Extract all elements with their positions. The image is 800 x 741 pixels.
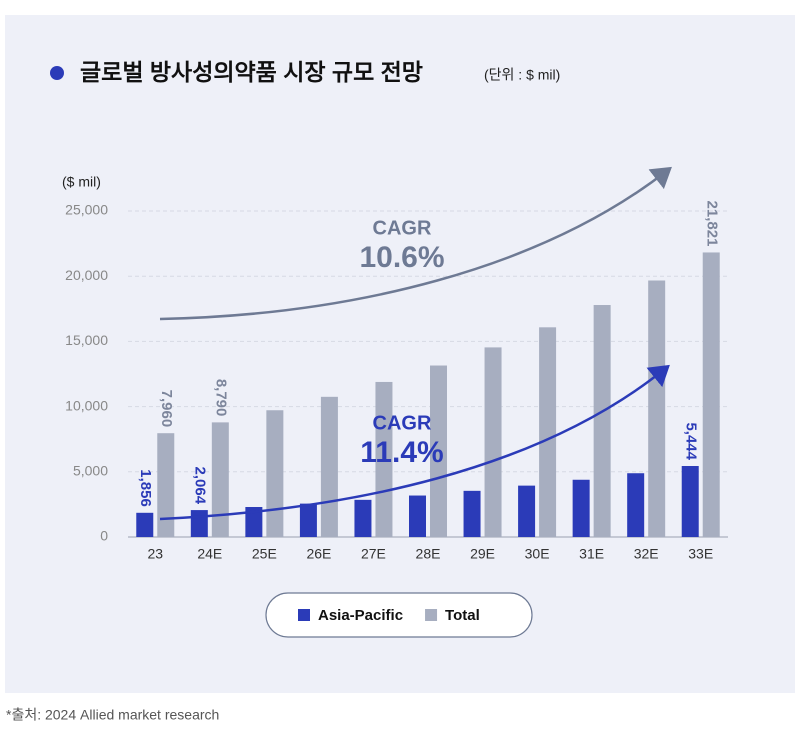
title-bullet: [50, 66, 64, 80]
y-tick-label: 15,000: [65, 332, 108, 348]
bar: [681, 466, 699, 537]
value-label: 21,821: [703, 201, 720, 247]
legend-swatch: [425, 609, 438, 621]
legend-items: Asia-Pacific Total: [298, 607, 480, 624]
bar: [518, 485, 536, 537]
y-tick-label: 25,000: [65, 202, 108, 218]
bar: [375, 381, 393, 537]
bar: [484, 347, 502, 537]
bar: [463, 490, 481, 537]
bar: [266, 410, 284, 537]
y-tick-label: 0: [100, 528, 108, 544]
panel: [5, 15, 795, 693]
legend-label: Total: [445, 607, 480, 624]
x-tick-label: 29E: [470, 546, 495, 562]
source-note: *출처: 2024 Allied market research: [6, 707, 219, 723]
bar: [572, 479, 590, 537]
legend: [265, 592, 533, 638]
bar: [702, 252, 720, 537]
value-label: 7,960: [158, 390, 175, 428]
x-tick-label: 28E: [416, 546, 441, 562]
value-label: 8,790: [212, 379, 229, 417]
bar: [430, 365, 447, 537]
bar: [648, 280, 666, 537]
x-tick-label: 27E: [361, 546, 386, 562]
trend-arrow: [159, 166, 672, 321]
x-tick-label: 31E: [579, 546, 604, 562]
x-tick-label: 24E: [197, 546, 222, 562]
x-tick-label: 26E: [306, 546, 331, 562]
chart-title: 글로벌 방사성의약품 시장 규모 전망: [80, 59, 423, 85]
annotation-label: CAGR: [373, 217, 432, 239]
bar: [409, 495, 426, 537]
y-axis-label: ($ mil): [62, 174, 101, 190]
value-label: 2,064: [191, 467, 208, 505]
bar: [136, 512, 154, 537]
x-tick-label: 33E: [688, 546, 713, 562]
plot: 0 5,000 10,000 15,000 20,000 25,000 23 1,856 7,9…: [65, 201, 728, 562]
bar: [157, 433, 175, 537]
bar: [211, 422, 229, 537]
trend-arrow: [159, 364, 670, 521]
x-tick-label: 25E: [252, 546, 277, 562]
annotation-value: 10.6%: [359, 241, 444, 274]
y-tick-label: 5,000: [73, 463, 108, 479]
value-label: 1,856: [137, 469, 154, 507]
bar: [593, 305, 611, 537]
annotation-label: CAGR: [373, 412, 432, 434]
x-tick-label: 30E: [525, 546, 550, 562]
bar: [539, 327, 557, 537]
value-label: 5,444: [682, 422, 699, 460]
bar: [354, 499, 372, 537]
bar: [245, 507, 263, 537]
bar: [190, 510, 208, 537]
chart-subtitle: (단위 : $ mil): [484, 67, 560, 83]
annotation-value: 11.4%: [360, 436, 443, 469]
legend-swatch: [298, 609, 310, 621]
bar: [627, 473, 645, 537]
x-tick-label: 32E: [634, 546, 659, 562]
y-tick-label: 10,000: [65, 397, 108, 413]
y-tick-label: 20,000: [65, 267, 108, 283]
bar: [320, 396, 338, 537]
x-tick-label: 23: [147, 546, 163, 562]
legend-label: Asia-Pacific: [318, 607, 403, 624]
bar: [299, 503, 317, 537]
